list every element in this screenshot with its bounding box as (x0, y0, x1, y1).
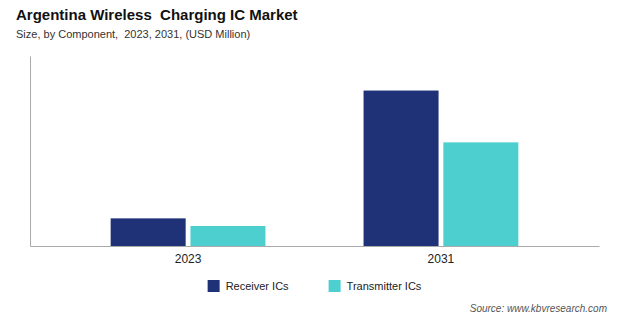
legend-label: Transmitter ICs (347, 280, 422, 292)
x-tick-label: 2023 (175, 252, 202, 266)
subtitle: Size, by Component, 2023, 2031, (USD Mil… (16, 28, 250, 40)
y-axis (30, 57, 31, 247)
legend-item: Receiver ICs (208, 280, 289, 292)
plot-area: 2023 2031 (31, 57, 600, 266)
legend: Receiver ICs Transmitter ICs (208, 280, 422, 292)
bar-series (111, 91, 439, 246)
bar (443, 142, 518, 246)
bar-series (190, 142, 518, 246)
legend-swatch (329, 280, 341, 292)
legend-swatch (208, 280, 220, 292)
legend-item: Transmitter ICs (329, 280, 422, 292)
source: Source: www.kbvresearch.com (470, 303, 607, 314)
bar (190, 226, 265, 246)
x-axis: 2023 2031 (31, 246, 600, 266)
y-axis-line (30, 57, 31, 247)
x-tick: 2023 (175, 246, 202, 266)
bar (111, 218, 186, 246)
bars (111, 91, 519, 246)
bar (364, 91, 439, 246)
title: Argentina Wireless Charging IC Market (16, 6, 298, 23)
legend-label: Receiver ICs (226, 280, 289, 292)
x-axis-line (31, 246, 600, 247)
chart: Argentina Wireless Charging IC Market Siz… (0, 0, 619, 322)
x-tick: 2031 (428, 246, 455, 266)
x-tick-label: 2031 (428, 252, 455, 266)
